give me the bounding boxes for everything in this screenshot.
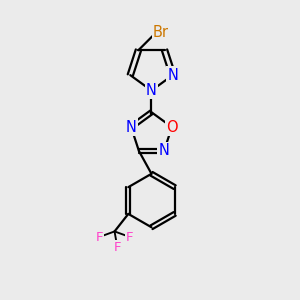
Text: F: F bbox=[95, 230, 103, 244]
Text: F: F bbox=[114, 241, 121, 254]
Text: N: N bbox=[167, 68, 178, 83]
Text: O: O bbox=[166, 119, 178, 134]
Text: N: N bbox=[126, 119, 136, 134]
Text: Br: Br bbox=[153, 25, 169, 40]
Text: F: F bbox=[126, 230, 134, 244]
Text: N: N bbox=[159, 143, 170, 158]
Text: N: N bbox=[146, 83, 157, 98]
